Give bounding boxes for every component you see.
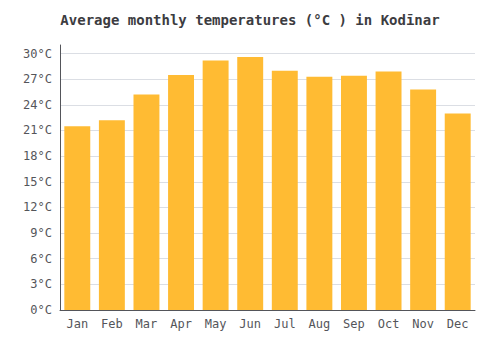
svg-text:6°C: 6°C: [30, 252, 52, 266]
svg-text:12°C: 12°C: [23, 200, 52, 214]
svg-text:Average monthly temperatures (: Average monthly temperatures (°C ) in Ko…: [60, 12, 439, 28]
svg-text:15°C: 15°C: [23, 175, 52, 189]
svg-text:21°C: 21°C: [23, 123, 52, 137]
svg-text:9°C: 9°C: [30, 226, 52, 240]
svg-text:May: May: [205, 317, 227, 331]
svg-text:3°C: 3°C: [30, 277, 52, 291]
svg-text:Nov: Nov: [412, 317, 434, 331]
svg-text:Feb: Feb: [101, 317, 123, 331]
svg-text:Mar: Mar: [136, 317, 158, 331]
svg-text:0°C: 0°C: [30, 303, 52, 317]
svg-text:Oct: Oct: [378, 317, 400, 331]
svg-text:Jun: Jun: [239, 317, 261, 331]
svg-text:Apr: Apr: [170, 317, 192, 331]
svg-text:27°C: 27°C: [23, 72, 52, 86]
svg-text:Jan: Jan: [66, 317, 88, 331]
svg-text:18°C: 18°C: [23, 149, 52, 163]
svg-text:Aug: Aug: [309, 317, 331, 331]
svg-text:Sep: Sep: [343, 317, 365, 331]
svg-text:Dec: Dec: [447, 317, 469, 331]
svg-text:24°C: 24°C: [23, 98, 52, 112]
svg-text:Jul: Jul: [274, 317, 296, 331]
svg-text:30°C: 30°C: [23, 47, 52, 61]
